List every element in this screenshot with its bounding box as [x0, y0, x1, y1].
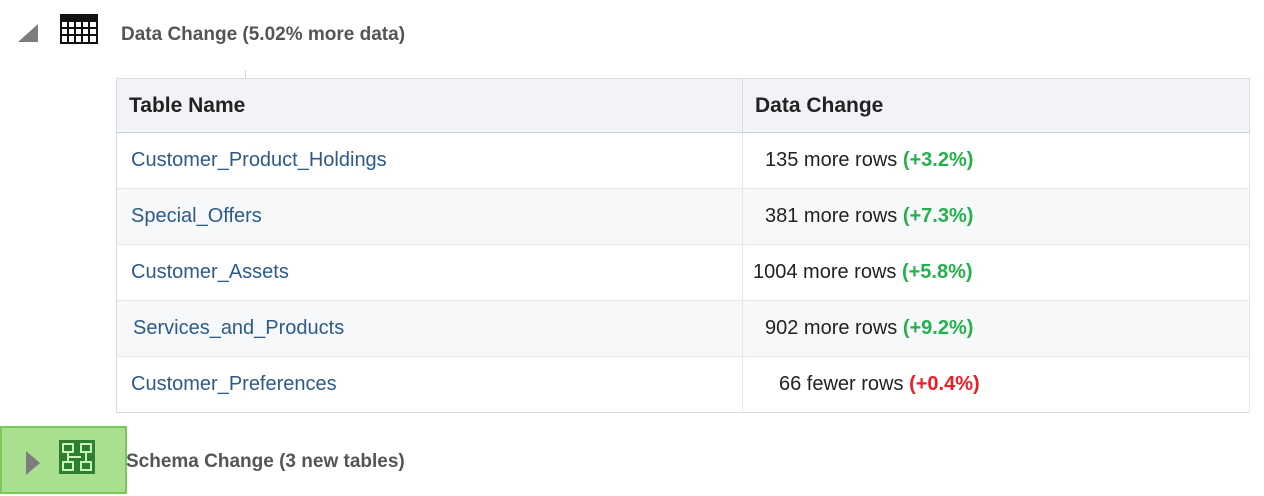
row-change-percent: (+9.2%): [902, 317, 974, 339]
data-change-cell: 381 more rows (+7.3%): [742, 188, 1250, 245]
data-change-title[interactable]: Data Change (5.02% more data): [121, 24, 406, 45]
row-change-text: 902 more rows: [765, 317, 898, 339]
row-change-percent: (+7.3%): [902, 205, 974, 227]
table-row: Special_Offers 381 more rows (+7.3%): [116, 188, 1250, 245]
table-row: Services_and_Products 902 more rows (+9.…: [116, 300, 1250, 357]
column-header-table-name[interactable]: Table Name: [116, 78, 743, 133]
table-header-row: Table Name Data Change: [116, 78, 1250, 133]
data-change-cell: 135 more rows (+3.2%): [742, 132, 1250, 189]
collapse-toggle-icon[interactable]: [18, 24, 38, 42]
divider-tick: [245, 70, 246, 80]
table-name-link[interactable]: Services_and_Products: [116, 300, 743, 357]
table-grid-icon: [60, 14, 98, 44]
table-row: Customer_Assets 1004 more rows (+5.8%): [116, 244, 1250, 301]
row-change-percent: (+3.2%): [902, 149, 974, 171]
row-change-percent: (+5.8%): [901, 261, 973, 283]
table-name-link[interactable]: Customer_Product_Holdings: [116, 132, 743, 189]
table-name-link[interactable]: Customer_Assets: [116, 244, 743, 301]
data-change-cell: 902 more rows (+9.2%): [742, 300, 1250, 357]
expand-toggle-icon[interactable]: [26, 451, 40, 475]
column-header-data-change[interactable]: Data Change: [742, 78, 1250, 133]
row-change-text: 135 more rows: [765, 149, 898, 171]
row-change-percent: (+0.4%): [909, 373, 980, 395]
data-change-table: Table Name Data Change Customer_Product_…: [116, 78, 1250, 413]
table-name-link[interactable]: Special_Offers: [116, 188, 743, 245]
row-change-text: 381 more rows: [765, 205, 898, 227]
table-row: Customer_Preferences 66 fewer rows (+0.4…: [116, 356, 1250, 413]
data-change-cell: 1004 more rows (+5.8%): [742, 244, 1250, 301]
data-change-cell: 66 fewer rows (+0.4%): [742, 356, 1250, 413]
schema-change-title[interactable]: Schema Change (3 new tables): [126, 451, 405, 472]
row-change-text: 66 fewer rows: [779, 373, 904, 395]
table-name-link[interactable]: Customer_Preferences: [116, 356, 743, 413]
table-row: Customer_Product_Holdings 135 more rows …: [116, 132, 1250, 189]
schema-diagram-icon: [59, 440, 95, 474]
row-change-text: 1004 more rows: [753, 261, 897, 283]
